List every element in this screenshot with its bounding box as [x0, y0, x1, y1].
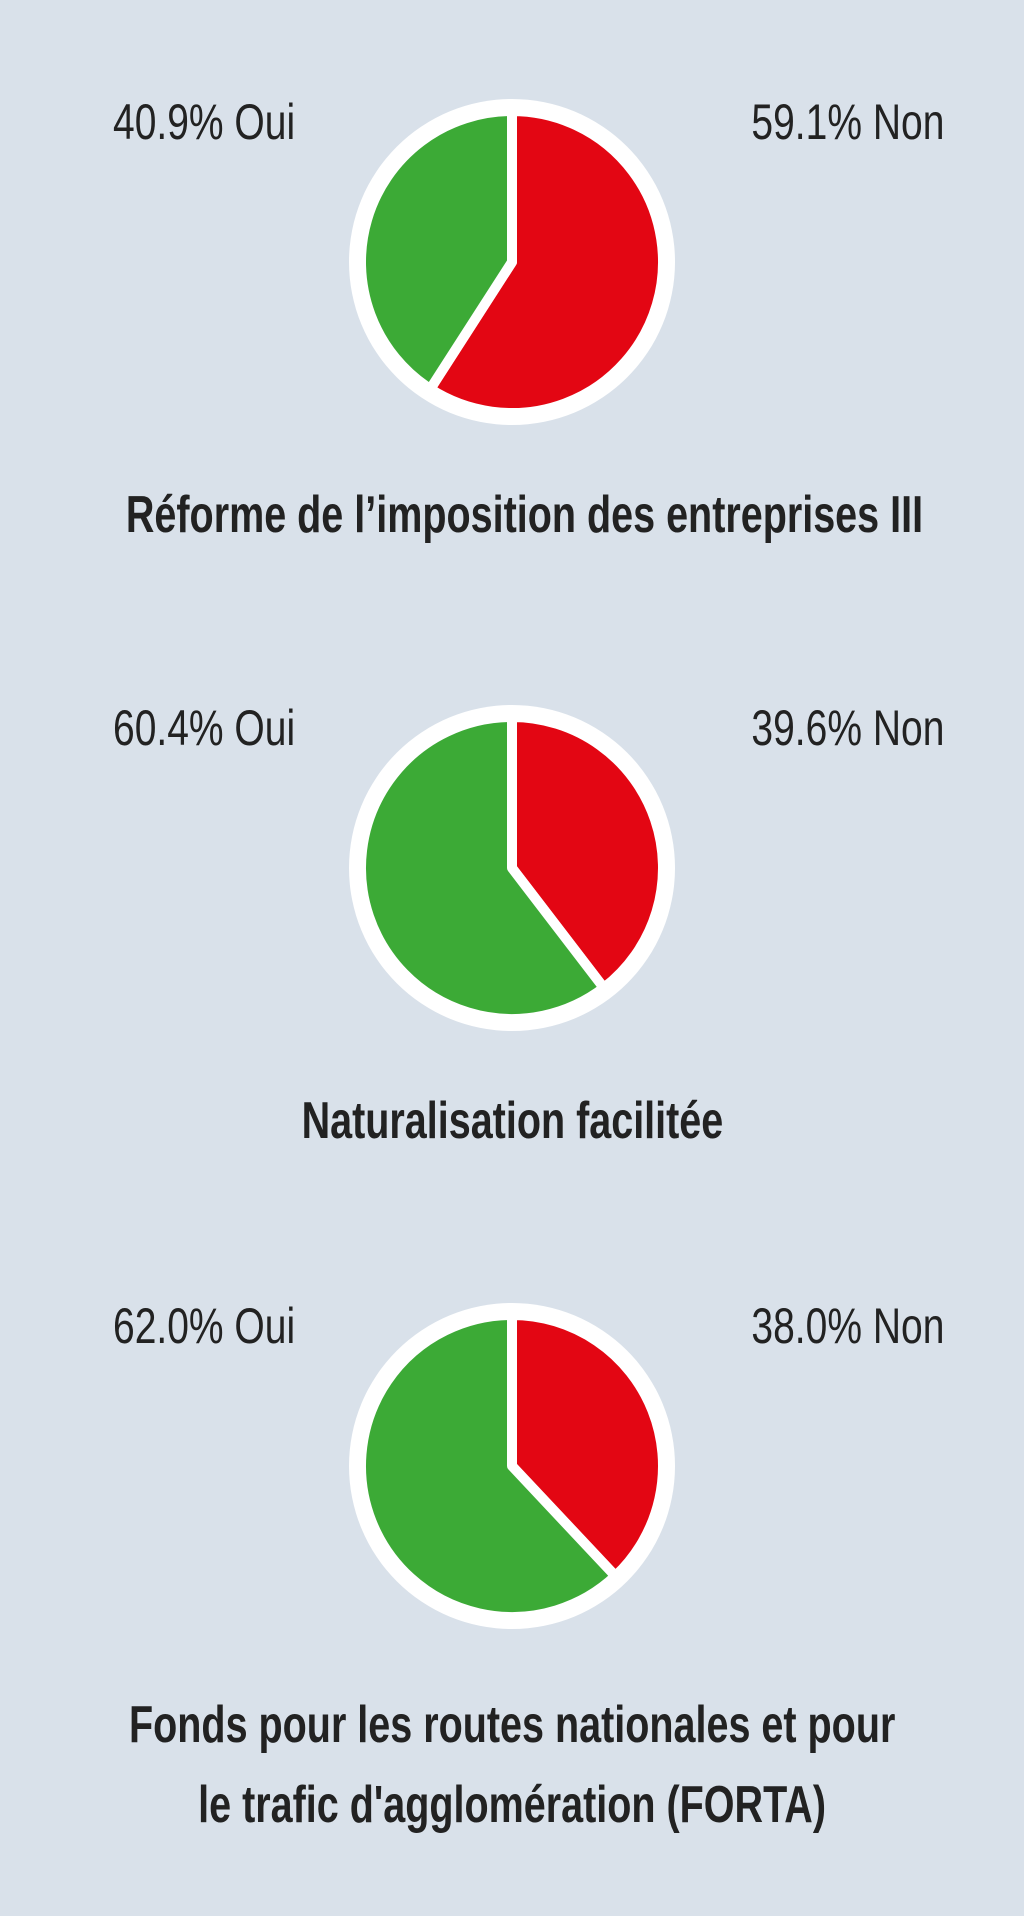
pie-slice-oui [356, 1310, 621, 1622]
vote-chart-1: 40.9% Oui 59.1% Non Réforme de l’imposit… [0, 97, 1024, 557]
yes-percentage-label: 62.0% Oui [113, 1298, 296, 1354]
vote-chart-3: 62.0% Oui 38.0% Non Fonds pour les route… [0, 1301, 1024, 1861]
pie-chart [349, 99, 675, 425]
no-percentage-label: 38.0% Non [751, 1298, 944, 1354]
no-percentage-label: 59.1% Non [751, 94, 944, 150]
pie-slice-non [507, 712, 668, 993]
chart-title-line: le trafic d'agglomération (FORTA) [198, 1776, 826, 1834]
chart-title: Naturalisation facilitée [0, 1081, 1024, 1161]
chart-title: Fonds pour les routes nationales et pour… [0, 1685, 1024, 1845]
chart-title: Réforme de l’imposition des entreprises … [0, 475, 1024, 555]
pie-slice-oui [356, 106, 517, 394]
chart-title-line: Naturalisation facilitée [301, 1092, 723, 1150]
pie-slice-non [507, 1310, 668, 1582]
chart-title-line: Réforme de l’imposition des entreprises … [125, 486, 924, 544]
pie-slice-non [425, 106, 668, 418]
chart-title-line: Fonds pour les routes nationales et pour [128, 1696, 896, 1754]
pie-slice-oui [356, 712, 609, 1024]
vote-chart-2: 60.4% Oui 39.6% Non Naturalisation facil… [0, 703, 1024, 1163]
pie-chart [349, 1303, 675, 1629]
no-percentage-label: 39.6% Non [751, 700, 944, 756]
yes-percentage-label: 60.4% Oui [113, 700, 296, 756]
yes-percentage-label: 40.9% Oui [113, 94, 296, 150]
pie-chart [349, 705, 675, 1031]
